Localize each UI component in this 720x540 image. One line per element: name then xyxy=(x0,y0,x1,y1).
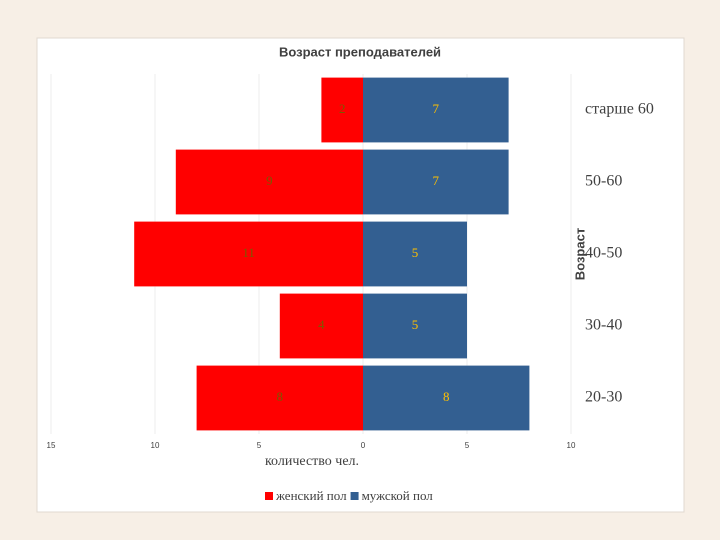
x-tick-label: 5 xyxy=(465,441,470,450)
chart-title: Возраст преподавателей xyxy=(279,44,441,59)
legend-label: женский пол xyxy=(275,488,347,503)
legend-label: мужской пол xyxy=(362,488,434,503)
legend-swatch xyxy=(265,492,273,500)
x-tick-label: 10 xyxy=(151,441,160,450)
bar xyxy=(321,77,363,143)
bar xyxy=(279,293,363,359)
y-tick-label: 40-50 xyxy=(585,245,622,262)
y-axis-title: Возраст xyxy=(572,228,587,280)
data-label: 7 xyxy=(433,173,440,188)
bar xyxy=(196,365,363,431)
bar xyxy=(363,365,530,431)
data-label: 2 xyxy=(339,101,346,116)
data-label: 8 xyxy=(277,389,284,404)
y-tick-label: 50-60 xyxy=(585,173,622,190)
data-label: 11 xyxy=(242,245,255,260)
y-tick-label: старше 60 xyxy=(585,101,654,118)
bar xyxy=(175,149,363,215)
bar xyxy=(363,221,467,287)
data-label: 4 xyxy=(318,317,325,332)
data-label: 8 xyxy=(443,389,450,404)
legend-swatch xyxy=(350,492,359,500)
y-tick-label: 30-40 xyxy=(585,317,622,334)
bar xyxy=(363,293,467,359)
bar xyxy=(363,149,509,215)
data-label: 9 xyxy=(266,173,273,188)
x-tick-label: 10 xyxy=(567,441,576,450)
data-label: 5 xyxy=(412,317,419,332)
x-axis-title: количество чел. xyxy=(265,454,359,469)
y-tick-label: 20-30 xyxy=(585,389,622,406)
x-tick-label: 15 xyxy=(47,441,56,450)
data-label: 5 xyxy=(412,245,419,260)
bar xyxy=(134,221,363,287)
data-label: 7 xyxy=(433,101,440,116)
bar xyxy=(363,77,509,143)
x-tick-label: 0 xyxy=(361,441,366,450)
x-tick-label: 5 xyxy=(257,441,262,450)
